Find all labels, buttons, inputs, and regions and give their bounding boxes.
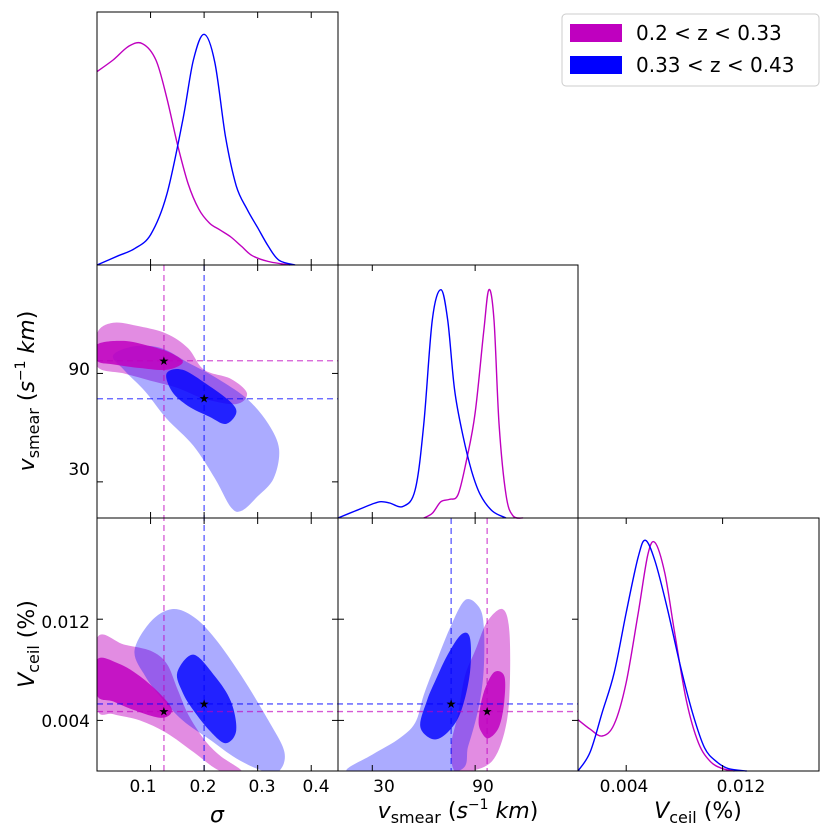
marginal-sigma-s1	[96, 41, 290, 266]
x-tick-vceil-0.012: 0.012	[717, 777, 766, 797]
x-axis-label-vceil: Vceil (%)	[654, 799, 742, 827]
frame-vsmear-marginal	[337, 264, 579, 519]
legend-swatch-2	[570, 56, 622, 74]
contour-series2-inner-sigma_vceil	[176, 654, 237, 744]
y-tick-labels-vsmear: 90 30	[68, 360, 90, 480]
y-tick-labels-vceil: 0.012 0.004	[41, 613, 90, 732]
y-tick-vceil-0.012: 0.012	[41, 613, 90, 633]
axes-frames	[96, 11, 820, 772]
frame-sigma-marginal	[96, 11, 339, 266]
legend-label-2: 0.33 < z < 0.43	[636, 53, 795, 77]
x-tick-vsmear-30: 30	[373, 777, 395, 797]
y-tick-vceil-0.004: 0.004	[41, 712, 90, 732]
contour-series2-inner-vsmear_vceil	[420, 632, 472, 740]
legend-label-1: 0.2 < z < 0.33	[636, 21, 782, 45]
axis-ticks	[97, 12, 724, 771]
marker-sigma-vceil-s2: ★	[199, 697, 210, 711]
contour-series1-inner-sigma_vsmear	[97, 340, 183, 371]
marker-sigma-vsmear-s1: ★	[159, 354, 170, 368]
y-tick-vsmear-30: 30	[68, 460, 90, 480]
marginal-V_ceil-s2	[577, 539, 747, 772]
x-tick-labels-vceil: 0.004 0.012	[600, 777, 766, 797]
x-tick-labels-vsmear: 30 90	[373, 777, 494, 797]
contour-sigma-vceil	[97, 608, 285, 771]
legend-box	[561, 13, 820, 87]
marker-sigma-vceil-s1: ★	[159, 705, 170, 719]
marginal-V_ceil-s1	[577, 540, 735, 772]
contour-series1-inner-sigma_vceil	[97, 657, 172, 718]
contour-sigma-vsmear	[97, 322, 280, 512]
contour-series1-outer-sigma_vceil	[97, 634, 242, 771]
contour-vsmear-vceil	[346, 598, 511, 771]
x-axis-label-vsmear: vsmear (s−1 km)	[378, 797, 539, 827]
x-tick-sigma-0.3: 0.3	[248, 777, 275, 797]
x-tick-vceil-0.004: 0.004	[600, 777, 649, 797]
contour-series1-inner-vsmear_vceil	[478, 671, 506, 739]
contour-series2-outer-sigma_vsmear	[112, 345, 280, 512]
contour-series2-inner-sigma_vsmear	[166, 368, 237, 425]
y-axis-label-vsmear: vsmear (s−1 km)	[13, 311, 43, 472]
x-tick-sigma-0.2: 0.2	[189, 777, 216, 797]
x-tick-vsmear-90: 90	[472, 777, 494, 797]
marginal-v_smear-s2	[337, 288, 507, 519]
frame-vceil-marginal	[577, 517, 820, 772]
legend: 0.2 < z < 0.33 0.33 < z < 0.43	[561, 13, 820, 87]
marker-vsmear-vceil-s2: ★	[446, 697, 457, 711]
y-axis-label-vceil: Vceil (%)	[15, 600, 43, 688]
marginal-v_smear-s1	[423, 288, 524, 519]
x-axis-label-sigma: σ	[210, 803, 225, 828]
marginal-sigma-s2	[96, 33, 296, 266]
marginal-curves	[96, 33, 747, 772]
marker-sigma-vsmear-s2: ★	[199, 392, 210, 406]
x-tick-labels-sigma: 0.1 0.2 0.3 0.4	[129, 777, 329, 797]
x-tick-sigma-0.1: 0.1	[129, 777, 156, 797]
legend-swatch-1	[570, 24, 622, 42]
x-tick-sigma-0.4: 0.4	[302, 777, 329, 797]
y-tick-vsmear-90: 90	[68, 360, 90, 380]
marker-vsmear-vceil-s1: ★	[482, 705, 493, 719]
